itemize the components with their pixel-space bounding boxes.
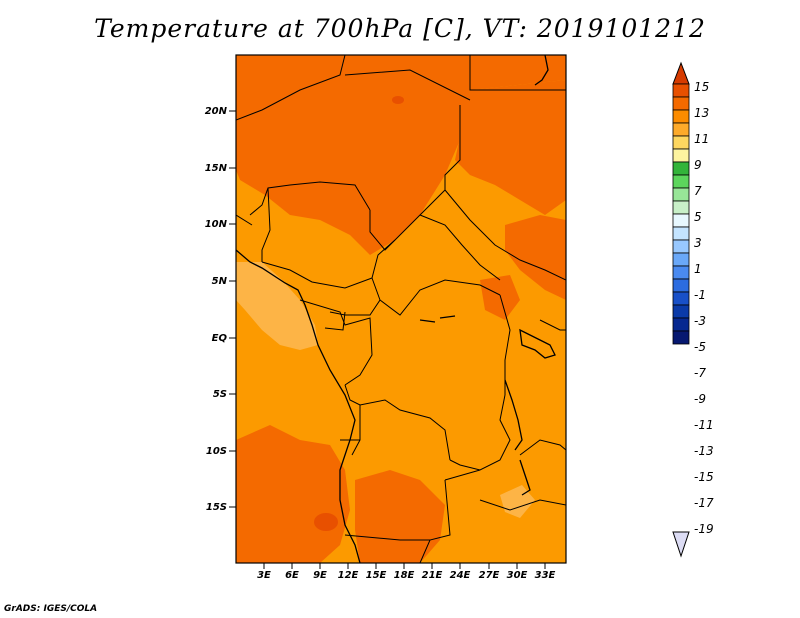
lat-label-eq: EQ — [212, 333, 228, 344]
colorbar-label: 15 — [694, 80, 709, 94]
lon-tick: 3E — [257, 563, 271, 581]
colorbar-swatch — [672, 122, 690, 137]
lon-label-21e: 21E — [422, 570, 443, 581]
lat-label-10n: 10N — [205, 219, 228, 230]
lon-label-30e: 30E — [507, 570, 528, 581]
colorbar-swatch — [672, 317, 690, 332]
colorbar-swatch — [672, 174, 690, 189]
lon-label-24e: 24E — [450, 570, 471, 581]
mild-zone-coast — [236, 262, 318, 350]
colorbar-swatch — [672, 109, 690, 124]
colorbar-top-arrow — [672, 61, 690, 85]
colorbar-labels: 15 13 11 9 7 5 3 1 -1 -3 -5 -7 -9 -11 -1… — [694, 80, 714, 536]
lon-label-12e: 12E — [338, 570, 359, 581]
lon-label-15e: 15E — [366, 570, 387, 581]
lat-tick: 5S — [213, 389, 236, 400]
colorbar-label: 11 — [694, 132, 709, 146]
colorbar-swatch — [672, 200, 690, 215]
lat-label-5n: 5N — [212, 276, 228, 287]
colorbar-bottom-arrow — [672, 531, 690, 558]
colorbar-label: -11 — [694, 418, 714, 432]
colorbar-swatch — [672, 265, 690, 280]
colorbar-swatch — [672, 291, 690, 306]
colorbar-label: 13 — [694, 106, 709, 120]
colorbar-swatches — [672, 83, 690, 345]
lat-tick: EQ — [212, 333, 236, 344]
colorbar-label: -9 — [694, 392, 706, 406]
country-borders — [236, 55, 566, 563]
colorbar-swatch — [672, 161, 690, 176]
colorbar-swatch — [672, 304, 690, 319]
colorbar-label: -13 — [694, 444, 714, 458]
lat-label-15s: 15S — [206, 502, 227, 513]
lat-label-20n: 20N — [205, 106, 228, 117]
colorbar: 15 13 11 9 7 5 3 1 -1 -3 -5 -7 -9 -11 -1… — [672, 61, 714, 558]
colorbar-swatch — [672, 330, 690, 345]
lake-victoria — [519, 328, 556, 359]
warm-zone-east — [505, 215, 566, 300]
hot-spot-south — [314, 513, 338, 531]
lon-tick: 24E — [450, 563, 471, 581]
colorbar-swatch — [672, 226, 690, 241]
lon-tick: 27E — [479, 563, 500, 581]
colorbar-label: 9 — [694, 158, 702, 172]
lon-tick: 33E — [535, 563, 556, 581]
coastlines — [236, 55, 556, 563]
credit-text: GrADS: IGES/COLA — [4, 604, 98, 614]
colorbar-swatch — [672, 148, 690, 163]
colorbar-swatch — [672, 239, 690, 254]
lon-tick: 9E — [313, 563, 327, 581]
colorbar-label: 3 — [694, 236, 702, 250]
colorbar-label: -5 — [694, 340, 706, 354]
colorbar-label: -3 — [694, 314, 706, 328]
colorbar-swatch — [672, 135, 690, 150]
lon-label-18e: 18E — [394, 570, 415, 581]
lon-tick: 12E — [338, 563, 359, 581]
lon-tick: 21E — [422, 563, 443, 581]
lat-label-15n: 15N — [205, 163, 228, 174]
hot-spot-north — [392, 96, 404, 104]
lon-label-6e: 6E — [285, 570, 299, 581]
chart-title: Temperature at 700hPa [C], VT: 201910121… — [94, 14, 706, 43]
warm-zone-patch — [480, 275, 520, 320]
warm-zone-ne — [470, 55, 566, 90]
lon-label-3e: 3E — [257, 570, 271, 581]
lat-tick: 15S — [206, 502, 236, 513]
lon-tick: 30E — [507, 563, 528, 581]
lat-tick: 15N — [205, 163, 236, 174]
colorbar-swatch — [672, 252, 690, 267]
lon-label-9e: 9E — [313, 570, 327, 581]
colorbar-swatch — [672, 83, 690, 98]
lon-tick: 18E — [394, 563, 415, 581]
lat-tick: 5N — [212, 276, 236, 287]
lat-label-10s: 10S — [206, 446, 227, 457]
lat-label-5s: 5S — [213, 389, 227, 400]
lon-tick: 15E — [366, 563, 387, 581]
lat-axis: 20N 15N 10N 5N EQ 5S 10S 15S — [205, 106, 236, 513]
warm-zone-sahara — [236, 55, 470, 255]
colorbar-label: -7 — [694, 366, 706, 380]
colorbar-label: 1 — [694, 262, 702, 276]
colorbar-label: -1 — [694, 288, 706, 302]
colorbar-label: -15 — [694, 470, 714, 484]
temperature-field — [236, 55, 566, 563]
colorbar-swatch — [672, 278, 690, 293]
lat-tick: 10S — [206, 446, 236, 457]
colorbar-swatch — [672, 96, 690, 111]
colorbar-label: -19 — [694, 522, 714, 536]
colorbar-swatch — [672, 213, 690, 228]
lon-label-33e: 33E — [535, 570, 556, 581]
colorbar-label: 5 — [694, 210, 702, 224]
lon-axis: 3E 6E 9E 12E 15E 18E 21E 24E 27E 30E 33E — [257, 563, 556, 581]
colorbar-label: 7 — [694, 184, 702, 198]
lat-tick: 20N — [205, 106, 236, 117]
colorbar-swatch — [672, 187, 690, 202]
lat-tick: 10N — [205, 219, 236, 230]
lon-tick: 6E — [285, 563, 299, 581]
lon-label-27e: 27E — [479, 570, 500, 581]
colorbar-label: -17 — [694, 496, 714, 510]
map-frame — [235, 54, 567, 564]
warm-zone-sudan — [455, 80, 566, 215]
